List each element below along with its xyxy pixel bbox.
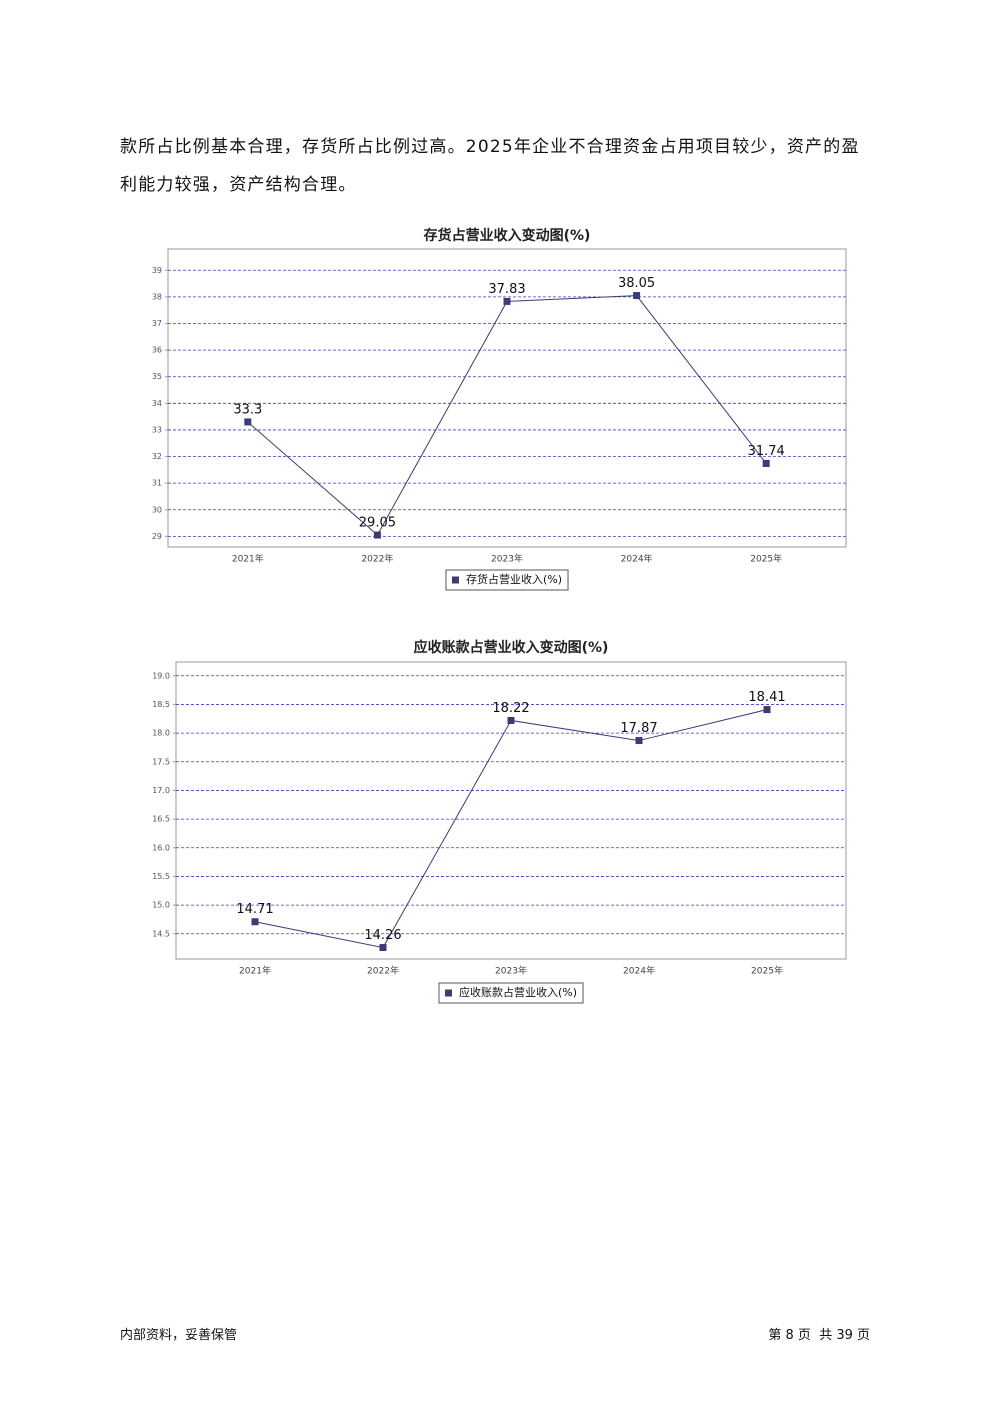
x-tick-label: 2023年: [491, 553, 523, 565]
y-tick-label: 18.0: [152, 729, 170, 738]
y-tick-label: 17.5: [152, 757, 170, 766]
y-tick-label: 16.0: [152, 843, 170, 852]
point-marker: [503, 297, 511, 305]
y-tick-label: 32: [152, 452, 162, 461]
y-tick-label: 39: [152, 266, 162, 275]
data-label: 33.3: [233, 402, 262, 417]
x-tick-label: 2024年: [621, 553, 653, 565]
x-tick-label: 2021年: [232, 553, 264, 565]
legend-box: [438, 982, 584, 1004]
x-tick-label: 2025年: [750, 553, 782, 565]
data-label: 17.87: [620, 721, 657, 736]
y-tick-label: 16.5: [152, 815, 170, 824]
data-label: 14.71: [236, 902, 273, 917]
legend-marker: [451, 576, 459, 584]
charts: 存货占营业收入变动图(%) 29 30 31 32 33 34 35 36 37 38 39 2021年…: [152, 227, 847, 1004]
point-marker: [373, 531, 381, 539]
point-marker: [379, 944, 387, 952]
x-tick-label: 2023年: [495, 965, 527, 977]
legend-box: [445, 569, 569, 591]
data-label: 14.26: [364, 928, 401, 943]
x-tick-label: 2025年: [751, 965, 783, 977]
data-label: 38.05: [618, 276, 655, 291]
point-marker: [507, 716, 515, 724]
y-tick-label: 29: [152, 532, 162, 541]
y-tick-label: 19.0: [152, 671, 170, 680]
chart-title: 应收账款占营业收入变动图(%): [414, 639, 609, 656]
y-tick-label: 36: [152, 346, 162, 355]
plot-area: [175, 661, 847, 960]
data-label: 18.41: [748, 690, 785, 705]
legend-marker: [444, 989, 452, 997]
data-label: 29.05: [359, 516, 396, 531]
point-marker: [244, 418, 252, 426]
point-marker: [633, 292, 641, 300]
y-tick-label: 33: [152, 425, 162, 434]
point-marker: [635, 737, 643, 745]
point-marker: [763, 706, 771, 714]
footer-right: 第 8 页 共 39 页: [768, 1328, 870, 1343]
point-marker: [762, 459, 770, 467]
data-label: 18.22: [492, 701, 529, 716]
y-tick-label: 14.5: [152, 929, 170, 938]
legend-label: 存货占营业收入(%): [466, 572, 562, 586]
y-tick-label: 37: [152, 319, 162, 328]
point-marker: [251, 918, 259, 926]
y-tick-label: 30: [152, 505, 162, 514]
y-tick-label: 34: [152, 399, 162, 408]
y-tick-label: 38: [152, 292, 162, 301]
y-tick-label: 18.5: [152, 700, 170, 709]
x-tick-label: 2021年: [239, 965, 271, 977]
footer-left: 内部资料，妥善保管: [120, 1328, 238, 1343]
paragraph: 款所占比例基本合理，存货所占比例过高。2025年企业不合理资金占用项目较少，资产…: [120, 137, 860, 195]
y-tick-label: 35: [152, 372, 162, 381]
y-tick-label: 17.0: [152, 786, 170, 795]
x-tick-label: 2022年: [367, 965, 399, 977]
data-label: 31.74: [748, 444, 785, 459]
x-tick-label: 2024年: [623, 965, 655, 977]
x-tick-label: 2022年: [361, 553, 393, 565]
y-tick-label: 15.5: [152, 872, 170, 881]
legend-label: 应收账款占营业收入(%): [459, 985, 577, 999]
y-tick-label: 15.0: [152, 901, 170, 910]
data-label: 37.83: [488, 282, 525, 297]
chart-title: 存货占营业收入变动图(%): [424, 227, 591, 244]
y-tick-label: 31: [152, 479, 162, 488]
